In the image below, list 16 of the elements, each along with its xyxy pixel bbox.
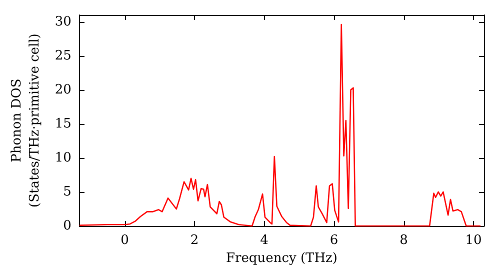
- x-tick-label: 4: [260, 233, 268, 248]
- x-tick-label: 8: [400, 233, 408, 248]
- x-axis-title: Frequency (THz): [226, 250, 338, 266]
- x-tick-label: 0: [120, 233, 129, 248]
- y-tick-label: 15: [54, 116, 72, 132]
- y-tick-label: 30: [54, 14, 72, 30]
- y-tick-label: 10: [54, 150, 72, 166]
- y-tick-label: 25: [54, 48, 72, 64]
- y-tick-label: 0: [63, 218, 72, 234]
- x-tick-label: 2: [190, 233, 199, 248]
- y-axis-title: Phonon DOS (States/THz·primitive cell): [10, 33, 42, 208]
- y-tick-label: 20: [54, 82, 72, 98]
- x-tick-label: 6: [330, 233, 338, 248]
- line-series: [78, 24, 482, 227]
- x-tick-label: 10: [465, 233, 482, 248]
- y-tick-label: 5: [63, 184, 72, 200]
